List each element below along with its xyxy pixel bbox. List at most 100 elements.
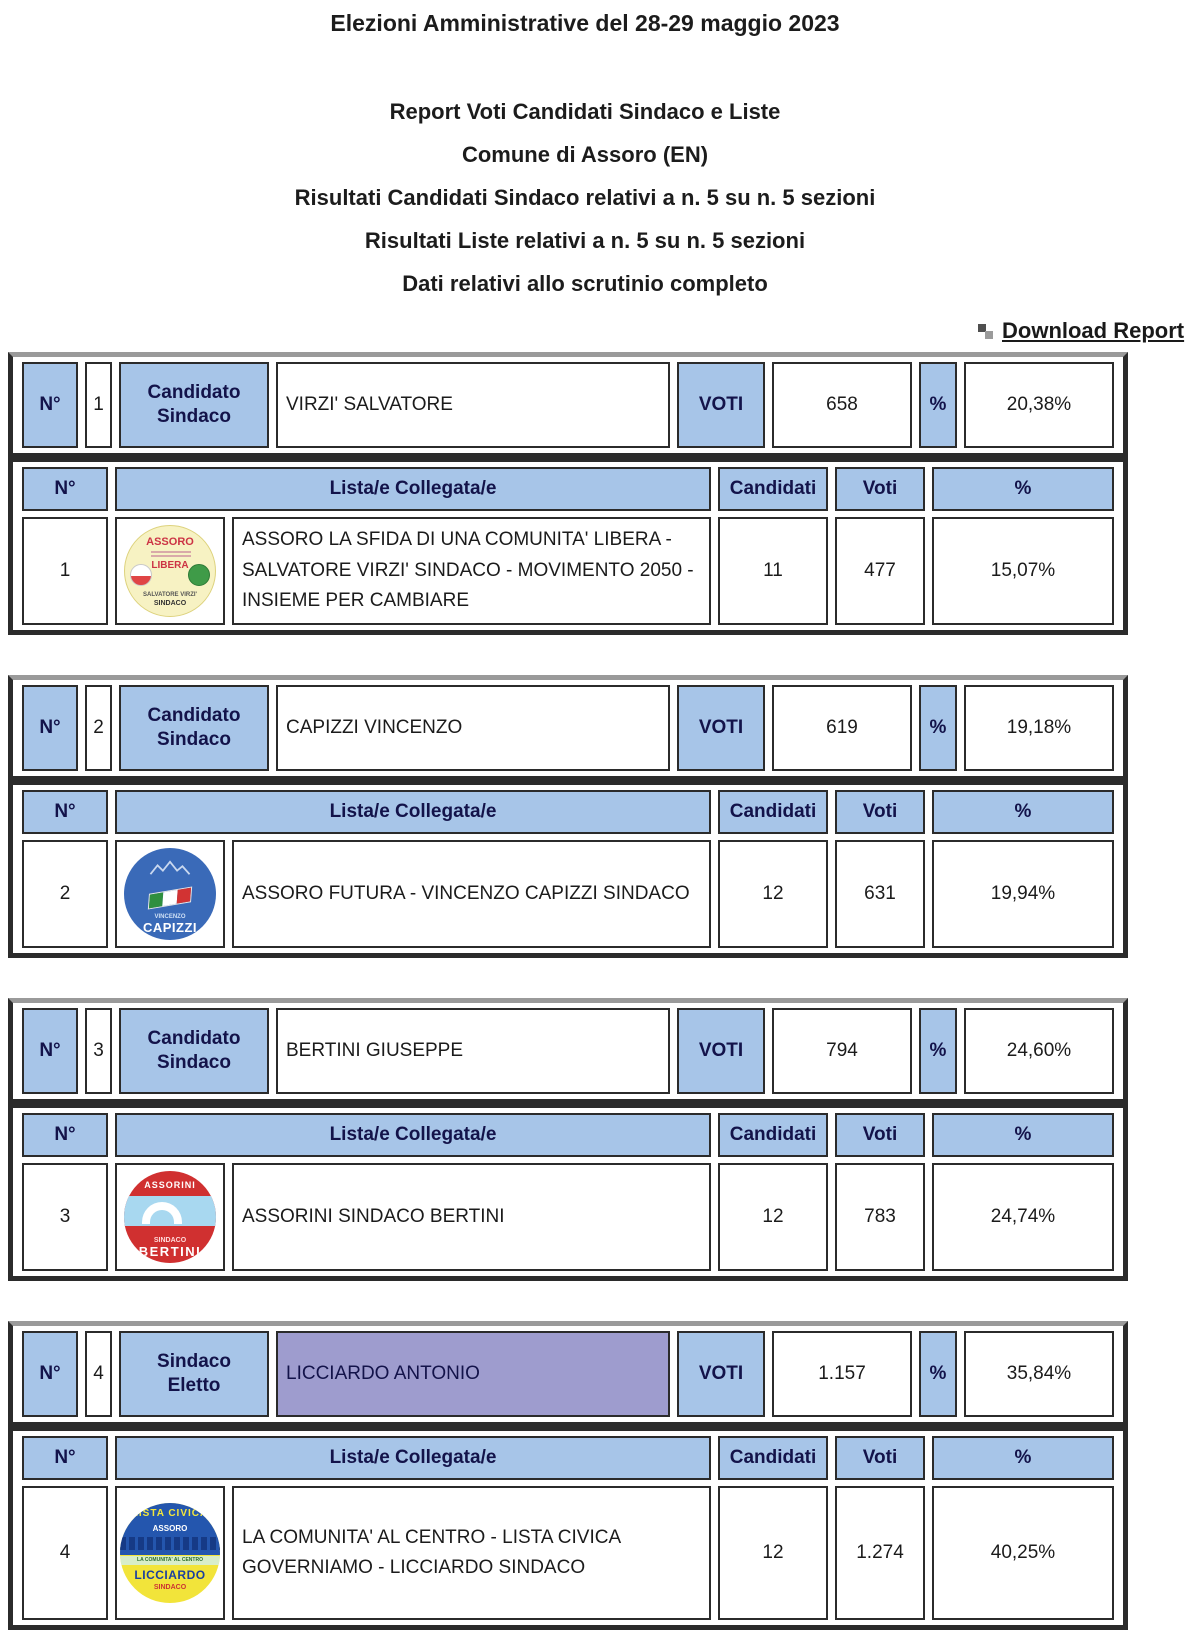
mountains-icon	[149, 860, 191, 875]
list-percent-header: %	[932, 790, 1114, 834]
download-row: Download Report	[0, 314, 1200, 352]
italian-flag-icon	[147, 886, 193, 910]
list-votes-header: Voti	[835, 467, 925, 511]
votes-value: 1.157	[772, 1331, 912, 1417]
list-row: 4 LISTA CIVICA ASSORO LA COMUNITA' AL CE…	[22, 1486, 1114, 1620]
voti-label: VOTI	[677, 1331, 765, 1417]
list-percent-value: 40,25%	[932, 1486, 1114, 1620]
list-percent-header: %	[932, 1436, 1114, 1480]
list-votes-value: 783	[835, 1163, 925, 1271]
list-percent-header: %	[932, 467, 1114, 511]
candidate-section-3: N° 3 Candidato Sindaco BERTINI GIUSEPPE …	[8, 998, 1128, 1281]
list-candidates-value: 11	[718, 517, 828, 625]
candidate-row: N° 3 Candidato Sindaco BERTINI GIUSEPPE …	[22, 1008, 1114, 1094]
list-logo-cell: ASSORO LIBERA SALVATORE VIRZI' SINDACO	[115, 517, 225, 625]
list-header-row: N° Lista/e Collegata/e Candidati Voti %	[22, 1113, 1114, 1157]
section-divider	[13, 1422, 1123, 1431]
party-logo-virzi: ASSORO LIBERA SALVATORE VIRZI' SINDACO	[124, 525, 216, 617]
list-logo-cell: ASSORINI SINDACO BERTINI	[115, 1163, 225, 1271]
list-percent-value: 19,94%	[932, 840, 1114, 948]
candidate-section-4: N° 4 Sindaco Eletto LICCIARDO ANTONIO VO…	[8, 1321, 1128, 1630]
list-name: ASSORINI SINDACO BERTINI	[232, 1163, 711, 1271]
list-num-header: N°	[22, 467, 108, 511]
voti-label: VOTI	[677, 685, 765, 771]
list-votes-header: Voti	[835, 1113, 925, 1157]
role-line-1: Candidato	[147, 382, 241, 404]
logo-text: LA COMUNITA' AL CENTRO	[120, 1556, 220, 1565]
percent-label: %	[919, 1331, 957, 1417]
candidate-row: N° 4 Sindaco Eletto LICCIARDO ANTONIO VO…	[22, 1331, 1114, 1417]
list-logo-cell: LISTA CIVICA ASSORO LA COMUNITA' AL CENT…	[115, 1486, 225, 1620]
list-name: ASSORO FUTURA - VINCENZO CAPIZZI SINDACO	[232, 840, 711, 948]
list-header-row: N° Lista/e Collegata/e Candidati Voti %	[22, 790, 1114, 834]
role-line-1: Sindaco	[157, 1351, 231, 1373]
list-candidates-header: Candidati	[718, 790, 828, 834]
logo-text: LIBERA	[151, 560, 189, 571]
list-num-header: N°	[22, 790, 108, 834]
list-name: LA COMUNITA' AL CENTRO - LISTA CIVICA GO…	[232, 1486, 711, 1620]
list-number: 4	[22, 1486, 108, 1620]
role-label-elected: Sindaco Eletto	[119, 1331, 269, 1417]
num-label: N°	[22, 1331, 78, 1417]
candidate-number: 4	[85, 1331, 112, 1417]
list-header-row: N° Lista/e Collegata/e Candidati Voti %	[22, 467, 1114, 511]
list-votes-value: 1.274	[835, 1486, 925, 1620]
logo-text: SINDACO	[153, 600, 187, 607]
list-num-header: N°	[22, 1436, 108, 1480]
list-candidates-header: Candidati	[718, 1436, 828, 1480]
page-title: Elezioni Amministrative del 28-29 maggio…	[330, 10, 840, 36]
voti-label: VOTI	[677, 1008, 765, 1094]
download-report-link[interactable]: Download Report	[1002, 318, 1185, 343]
logo-emblem-left	[130, 564, 152, 586]
logo-decor	[151, 551, 191, 558]
role-line-2: Eletto	[167, 1375, 221, 1396]
report-subtitle-5: Dati relativi allo scrutinio completo	[402, 271, 768, 296]
list-name-header: Lista/e Collegata/e	[115, 1436, 711, 1480]
role-line-2: Sindaco	[157, 406, 231, 427]
report-subtitle-2: Comune di Assoro (EN)	[461, 142, 709, 167]
percent-value: 24,60%	[964, 1008, 1114, 1094]
list-row: 1 ASSORO LIBERA SALVATORE VIRZI' SINDACO…	[22, 517, 1114, 625]
list-votes-header: Voti	[835, 1436, 925, 1480]
votes-value: 658	[772, 362, 912, 448]
role-label: Candidato Sindaco	[119, 362, 269, 448]
candidate-number: 2	[85, 685, 112, 771]
candidate-name-elected: LICCIARDO ANTONIO	[276, 1331, 670, 1417]
percent-label: %	[919, 1008, 957, 1094]
party-logo-bertini: ASSORINI SINDACO BERTINI	[124, 1171, 216, 1263]
logo-text: LICCIARDO	[134, 1568, 206, 1582]
role-label: Candidato Sindaco	[119, 1008, 269, 1094]
list-logo-cell: VINCENZO CAPIZZI	[115, 840, 225, 948]
list-row: 2 VINCENZO CAPIZZI ASSORO FUTURA - VINCE…	[22, 840, 1114, 948]
percent-label: %	[919, 685, 957, 771]
list-candidates-header: Candidati	[718, 467, 828, 511]
report-header: Elezioni Amministrative del 28-29 maggio…	[0, 0, 1170, 297]
list-percent-header: %	[932, 1113, 1114, 1157]
candidate-row: N° 1 Candidato Sindaco VIRZI' SALVATORE …	[22, 362, 1114, 448]
list-row: 3 ASSORINI SINDACO BERTINI ASSORINI SIND…	[22, 1163, 1114, 1271]
party-logo-licciardo: LISTA CIVICA ASSORO LA COMUNITA' AL CENT…	[120, 1503, 220, 1603]
role-line-2: Sindaco	[157, 1052, 231, 1073]
logo-text: LISTA CIVICA	[131, 1508, 209, 1519]
section-divider	[13, 1099, 1123, 1108]
num-label: N°	[22, 1008, 78, 1094]
list-num-header: N°	[22, 1113, 108, 1157]
role-line-1: Candidato	[147, 705, 241, 727]
percent-value: 19,18%	[964, 685, 1114, 771]
logo-text: ASSORINI	[144, 1180, 196, 1190]
candidate-name: CAPIZZI VINCENZO	[276, 685, 670, 771]
percent-value: 20,38%	[964, 362, 1114, 448]
report-subtitle-4: Risultati Liste relativi a n. 5 su n. 5 …	[364, 228, 806, 253]
logo-text: SINDACO	[153, 1584, 187, 1591]
report-subtitle-1: Report Voti Candidati Sindaco e Liste	[389, 99, 781, 124]
section-divider	[13, 453, 1123, 462]
num-label: N°	[22, 685, 78, 771]
list-number: 1	[22, 517, 108, 625]
rainbow-arc-icon	[142, 1202, 182, 1224]
report-subtitle-3: Risultati Candidati Sindaco relativi a n…	[294, 185, 876, 210]
party-logo-capizzi: VINCENZO CAPIZZI	[124, 848, 216, 940]
logo-text: ASSORO	[152, 1524, 188, 1533]
list-candidates-header: Candidati	[718, 1113, 828, 1157]
list-candidates-value: 12	[718, 1163, 828, 1271]
logo-emblem-right	[188, 564, 210, 586]
